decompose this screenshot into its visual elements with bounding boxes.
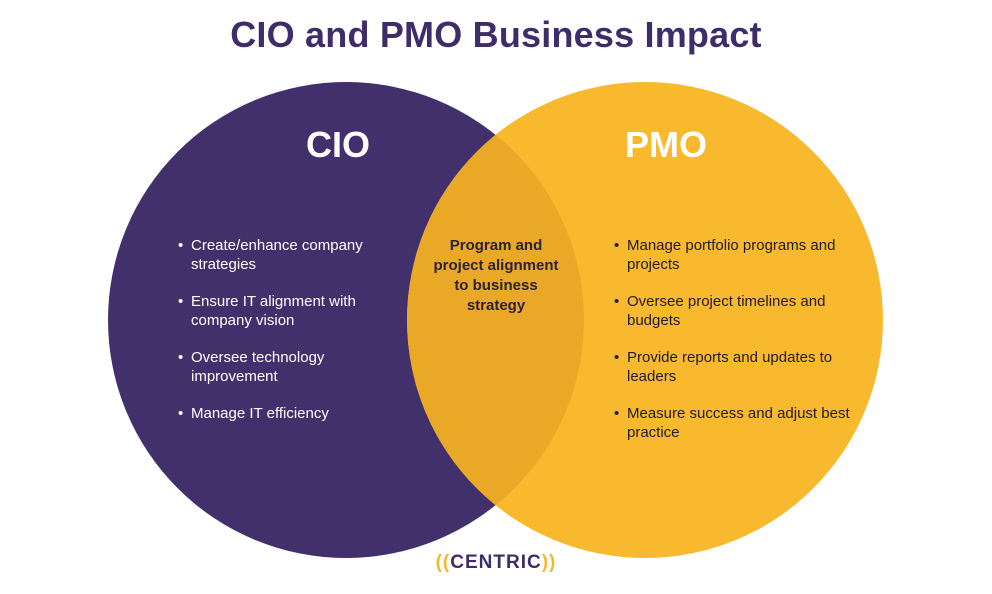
overlap-region [407,82,584,558]
pmo-item: Manage portfolio programs and projects [614,236,854,274]
logo-word: CENTRIC [450,552,542,573]
logo-right-brackets: )) [541,552,557,573]
cio-heading: CIO [305,124,370,165]
logo-left-brackets: (( [435,552,451,573]
cio-list: Create/enhance company strategies Ensure… [178,236,398,441]
overlap-text: Program and project alignment to busines… [433,237,559,314]
pmo-heading: PMO [624,124,707,165]
diagram-title: CIO and PMO Business Impact [230,14,762,55]
centric-logo: ((CENTRIC)) [0,552,992,574]
cio-item: Oversee technology improvement [178,348,398,386]
cio-item: Manage IT efficiency [178,404,398,423]
pmo-item: Oversee project timelines and budgets [614,292,854,330]
pmo-item: Provide reports and updates to leaders [614,348,854,386]
pmo-item: Measure success and adjust best practice [614,404,854,442]
cio-item: Ensure IT alignment with company vision [178,292,398,330]
pmo-list: Manage portfolio programs and projects O… [614,236,854,460]
cio-item: Create/enhance company strategies [178,236,398,274]
